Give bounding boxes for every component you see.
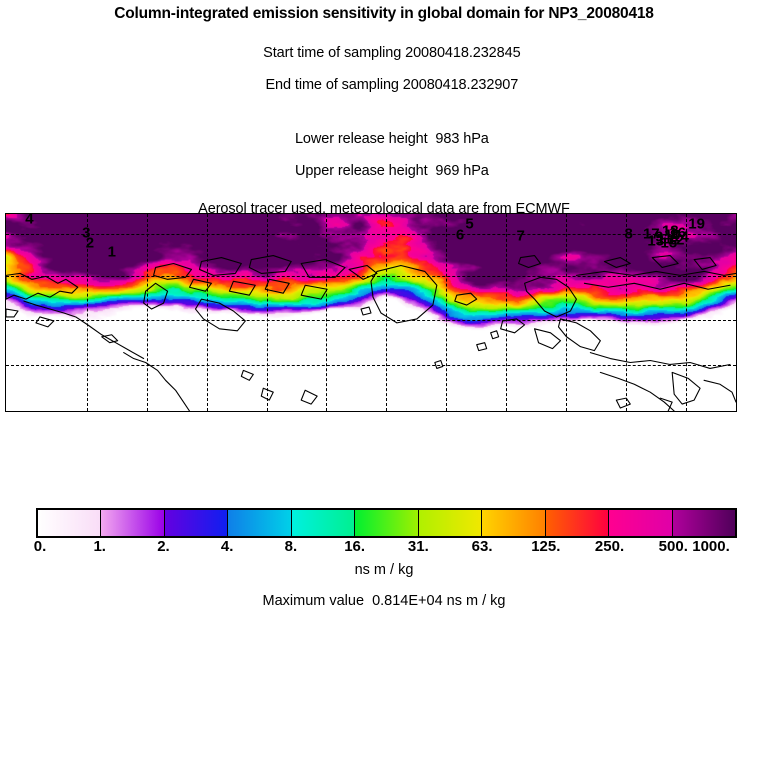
page-title: Column-integrated emission sensitivity i… xyxy=(114,5,654,22)
colorbar-tick-labels: 0. 1. 2. 4. 8. 16. 31. 63. 125. 250. 500. 1000. xyxy=(0,538,768,558)
gridline-meridian-0 xyxy=(87,214,89,411)
trajectory-marker-layer: 1 2 3 4 5 6 7 8 9 10 11 12 13 14 15 16 17 18 19 xyxy=(6,214,736,411)
gridline-meridian-4 xyxy=(326,214,328,411)
trajectory-marker-19: 19 xyxy=(688,215,705,233)
colorbar-tick-0: 0. xyxy=(33,538,47,555)
sampling-time-line: Start time of sampling 20080418.232845 E… xyxy=(0,29,768,109)
colorbar-tick-11: 1000. xyxy=(692,538,730,555)
trajectory-marker-3: 3 xyxy=(82,224,91,242)
trajectory-marker-13: 13 xyxy=(647,232,665,250)
header-block: Column-integrated emission sensitivity i… xyxy=(0,0,768,217)
trajectory-marker-18: 18 xyxy=(661,222,679,240)
trajectory-marker-14: 14 xyxy=(672,228,689,246)
colorbar-tick-3: 4. xyxy=(220,538,234,555)
gridline-meridian-7 xyxy=(506,214,508,411)
gridline-parallel-1 xyxy=(6,276,736,278)
colorbar-tick-6: 31. xyxy=(407,538,429,555)
upper-release-height-label: Upper release height 969 hPa xyxy=(294,163,489,179)
colorbar-tick-7: 63. xyxy=(471,538,493,555)
colorbar-segment-8 xyxy=(545,510,610,536)
colorbar-segment-6 xyxy=(418,510,483,536)
gridline-meridian-9 xyxy=(625,214,627,411)
coastline-overlay xyxy=(6,255,736,411)
map-panel: 1 2 3 4 5 6 7 8 9 10 11 12 13 14 15 16 17 18 19 xyxy=(5,213,737,412)
maximum-value-label: Maximum value 0.814E+04 ns m / kg xyxy=(262,593,506,609)
map-gridlines xyxy=(6,214,736,411)
colorbar-tick-8: 125. xyxy=(531,538,561,555)
trajectory-marker-10: 10 xyxy=(664,226,681,244)
lower-release-height-label: Lower release height 983 hPa xyxy=(294,131,489,147)
trajectory-marker-1: 1 xyxy=(107,243,117,261)
colorbar-tick-1: 1. xyxy=(93,538,106,555)
trajectory-marker-8: 8 xyxy=(624,225,633,243)
gridline-meridian-5 xyxy=(386,214,388,411)
trajectory-marker-9: 9 xyxy=(655,228,664,246)
colorbar-tick-2: 2. xyxy=(157,538,170,555)
gridline-parallel-2 xyxy=(6,320,736,322)
colorbar-segment-1 xyxy=(101,510,165,536)
end-time-label: End time of sampling 20080418.232907 xyxy=(265,77,519,93)
trajectory-marker-4: 4 xyxy=(25,213,34,228)
colorbar-tick-5: 16. xyxy=(344,538,366,555)
gridline-meridian-1 xyxy=(146,214,148,411)
colorbar-segment-5 xyxy=(355,510,419,536)
trajectory-marker-2: 2 xyxy=(85,234,95,252)
colorbar-unit-label: ns m / kg xyxy=(354,562,414,578)
colorbar-tick-4: 8. xyxy=(284,538,298,555)
colorbar-segment-10 xyxy=(672,510,735,536)
trajectory-marker-12: 12 xyxy=(667,231,685,249)
gridline-parallel-3 xyxy=(6,364,736,366)
trajectory-marker-5: 5 xyxy=(465,215,474,233)
colorbar-segment-2 xyxy=(164,510,229,536)
trajectory-marker-11: 11 xyxy=(656,230,673,248)
trajectory-marker-16: 16 xyxy=(669,224,686,242)
gridline-meridian-3 xyxy=(266,214,268,411)
gridline-meridian-2 xyxy=(206,214,208,411)
trajectory-marker-6: 6 xyxy=(455,226,465,244)
colorbar-container xyxy=(36,508,737,538)
colorbar-tick-10: 500. xyxy=(658,538,688,555)
gridline-parallel-0 xyxy=(6,233,736,235)
release-height-line: Lower release height 983 hPa Upper relea… xyxy=(0,115,768,195)
colorbar-segment-4 xyxy=(291,510,356,536)
trajectory-marker-7: 7 xyxy=(516,227,525,245)
colorbar-segment-9 xyxy=(609,510,673,536)
colorbar-segment-3 xyxy=(228,510,292,536)
colorbar-tick-9: 250. xyxy=(594,538,625,555)
trajectory-marker-17: 17 xyxy=(642,225,660,243)
colorbar-segment-7 xyxy=(482,510,546,536)
colorbar xyxy=(36,508,737,538)
gridline-meridian-6 xyxy=(446,214,448,411)
colorbar-segment-0 xyxy=(38,510,102,536)
trajectory-marker-15: 15 xyxy=(660,234,678,252)
start-time-label: Start time of sampling 20080418.232845 xyxy=(263,45,521,61)
gridline-meridian-10 xyxy=(685,214,687,411)
